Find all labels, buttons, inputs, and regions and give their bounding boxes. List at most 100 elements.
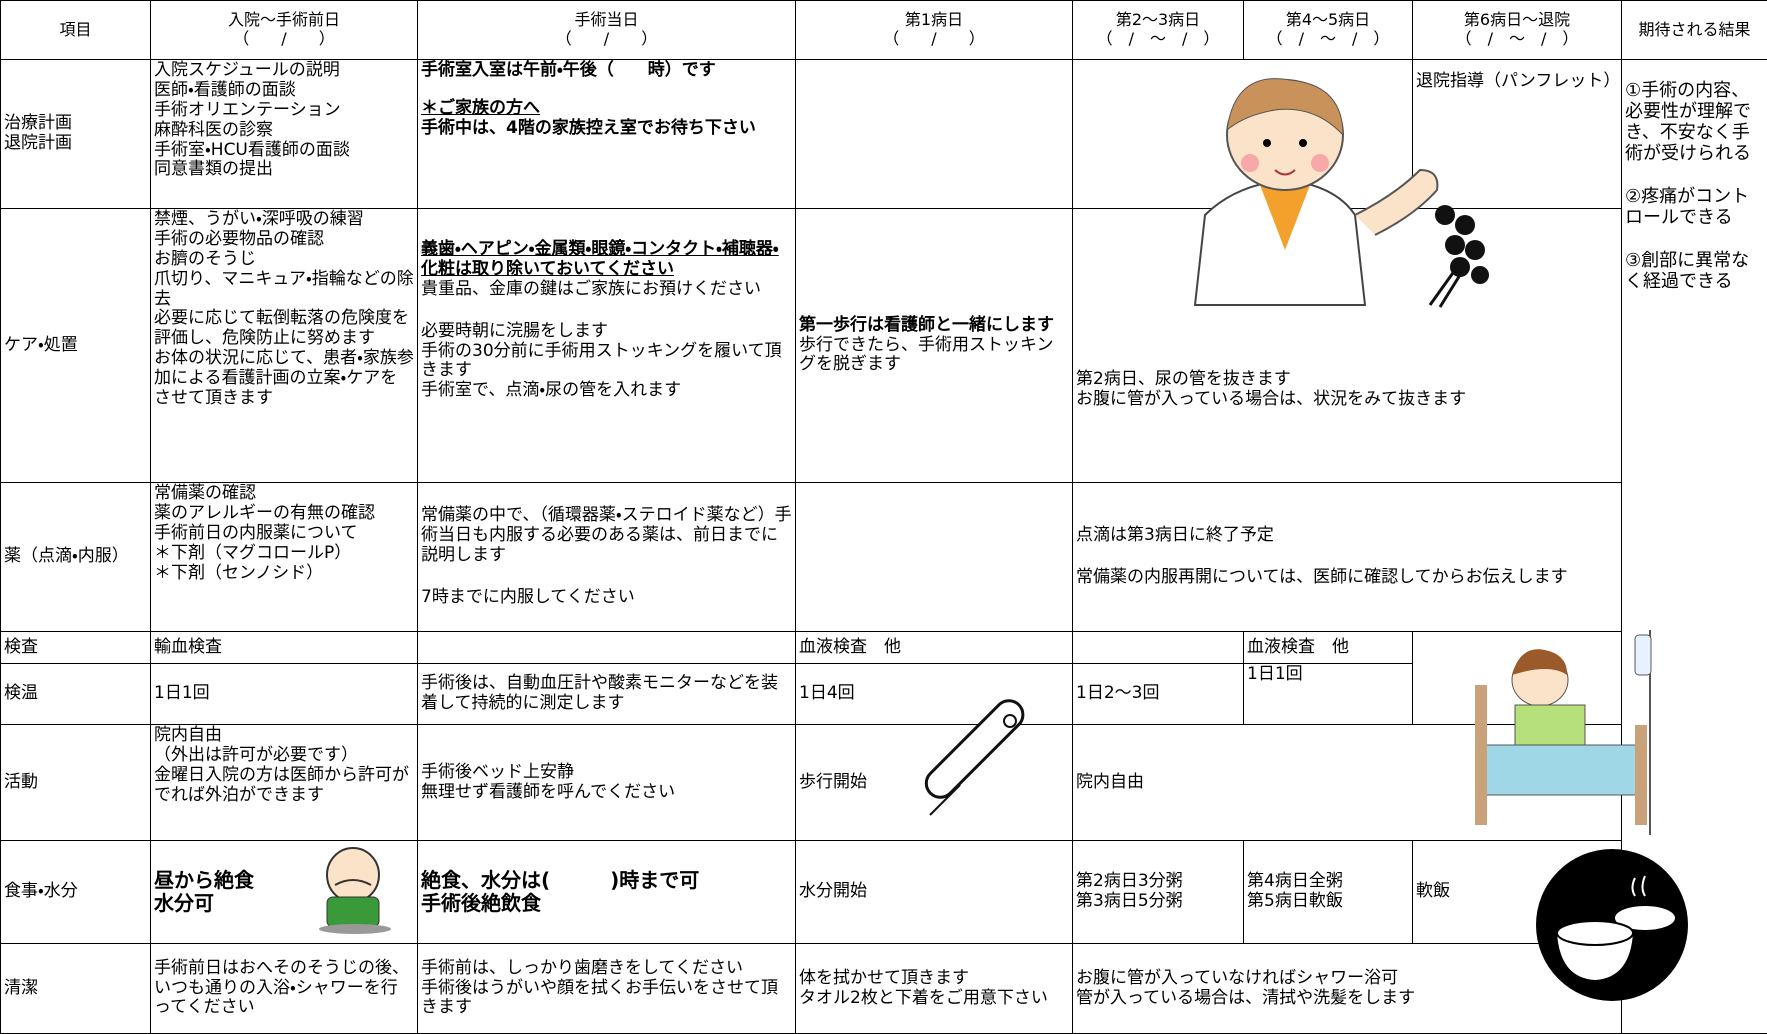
cell-line: 麻酔科医の診察 xyxy=(154,121,414,141)
cell-line: 手術後は、自動血圧計や酸素モニターなどを装着して持続的に測定します xyxy=(421,674,792,714)
empty-cell xyxy=(796,483,1073,632)
cell-line: 義歯・ヘアピン・金属類・眼鏡・コンタクト・補聴器・化粧は取り除いておいてください xyxy=(421,240,792,280)
cell-line: 常備薬の内服再開については、医師に確認してからお伝えします xyxy=(1076,568,1618,588)
cell-line: 血液検査 他 xyxy=(799,638,1069,658)
cell-line: 無理せず看護師を呼んでください xyxy=(421,783,792,803)
header-title: 手術当日 xyxy=(421,11,792,30)
cell-line: 第5病日軟飯 xyxy=(1247,892,1409,912)
cell-line: 手術前は、しっかり歯磨きをしてください xyxy=(421,959,792,979)
header-title: 第1病日 xyxy=(799,11,1069,30)
header-title: 第2～3病日 xyxy=(1076,11,1240,30)
cell: 体を拭かせて頂きますタオル2枚と下着をご用意下さい xyxy=(796,944,1073,1034)
cell-line: ①手術の内容、必要性が理解でき、不安なく手術が受けられる xyxy=(1625,80,1764,164)
cell: 第一歩行は看護師と一緒にします歩行できたら、手術用ストッキングを脱ぎます xyxy=(796,209,1073,483)
row-label: ケア・処置 xyxy=(1,209,151,483)
cell-line: ケア・処置 xyxy=(4,336,147,356)
cell-line: タオル2枚と下着をご用意下さい xyxy=(799,989,1069,1009)
cell-line: 常備薬の確認 xyxy=(154,484,414,504)
cell: 1日2～3回 xyxy=(1073,664,1244,725)
row-label: 食事・水分 xyxy=(1,841,151,944)
cell-line: 点滴は第3病日に終了予定 xyxy=(1076,526,1618,546)
cell: 義歯・ヘアピン・金属類・眼鏡・コンタクト・補聴器・化粧は取り除いておいてください… xyxy=(418,209,796,483)
cell-line: ＊ご家族の方へ xyxy=(421,99,792,119)
cell-line: 歩行できたら、手術用ストッキングを脱ぎます xyxy=(799,336,1069,376)
cell-line: 金曜日入院の方は医師から許可がでれば外泊ができます xyxy=(154,766,414,806)
header-cell: 第1病日（ / ） xyxy=(796,1,1073,60)
cell: 手術室入室は午前・午後（ 時）です ＊ご家族の方へ手術中は、4階の家族控え室でお待… xyxy=(418,60,796,209)
row-label: 検温 xyxy=(1,664,151,725)
meal-illustration xyxy=(1535,848,1690,1003)
cell-line: 体を拭かせて頂きます xyxy=(799,969,1069,989)
cell-line: 第4病日全粥 xyxy=(1247,872,1409,892)
row-label: 活動 xyxy=(1,725,151,841)
cell-line: 水分開始 xyxy=(799,882,1069,902)
cell-line: ＊下剤（センノシド） xyxy=(154,564,414,584)
cell-line: 活動 xyxy=(4,773,147,793)
header-cell: 第2～3病日（ / ～ / ） xyxy=(1073,1,1244,60)
cell: 第2病日3分粥第3病日5分粥 xyxy=(1073,841,1244,944)
cell: 水分開始 xyxy=(796,841,1073,944)
cell-line: 第一歩行は看護師と一緒にします xyxy=(799,316,1069,336)
row: 薬（点滴・内服） 常備薬の確認薬のアレルギーの有無の確認手術前日の内服薬について… xyxy=(1,483,1767,632)
header-cell: 項目 xyxy=(1,1,151,60)
cell-line: 検査 xyxy=(4,638,147,658)
empty-cell xyxy=(418,632,796,664)
cell-line: 7時までに内服してください xyxy=(421,588,792,608)
row-label: 検査 xyxy=(1,632,151,664)
header-cell: 第4～5病日（ / ～ / ） xyxy=(1244,1,1413,60)
cell: 常備薬の確認薬のアレルギーの有無の確認手術前日の内服薬について＊下剤（マグコロー… xyxy=(151,483,418,632)
cell-line: 貴重品、金庫の鍵はご家族にお預けください xyxy=(421,280,792,300)
cell-line: 絶食、水分は( )時まで可 xyxy=(421,869,792,892)
cell-line: 薬（点滴・内服） xyxy=(4,547,147,567)
elderly-illustration xyxy=(315,845,395,935)
cell-line: 検温 xyxy=(4,684,147,704)
cell: 輸血検査 xyxy=(151,632,418,664)
cell-line: 治療計画 xyxy=(4,114,147,134)
cell-line: 必要時朝に浣腸をします xyxy=(421,322,792,342)
header-date: （ / ） xyxy=(799,30,1069,49)
cell-line: 第3病日5分粥 xyxy=(1076,892,1240,912)
patient-illustration xyxy=(1470,625,1670,840)
cell-line: 薬のアレルギーの有無の確認 xyxy=(154,504,414,524)
cell: 点滴は第3病日に終了予定常備薬の内服再開については、医師に確認してからお伝えしま… xyxy=(1073,483,1622,632)
row: 食事・水分 昼から絶食水分可 絶食、水分は( )時まで可手術後絶飲食 水分開始 … xyxy=(1,841,1767,944)
cell: 入院スケジュールの説明医師・看護師の面談手術オリエンテーション麻酔科医の診察手術… xyxy=(151,60,418,209)
header-row: 項目 入院～手術前日（ / ） 手術当日（ / ） 第1病日（ / ） 第2～3… xyxy=(1,1,1767,60)
cell-line: 手術オリエンテーション xyxy=(154,101,414,121)
cell-line: 院内自由 xyxy=(154,726,414,746)
empty-cell xyxy=(1073,632,1244,664)
cell-line: 清潔 xyxy=(4,979,147,999)
cell-line: お腹に管が入っている場合は、状況をみて抜きます xyxy=(1076,390,1618,410)
header-date: （ / ） xyxy=(154,30,414,49)
cell-line: 爪切り、マニキュア・指輪などの除去 xyxy=(154,270,414,310)
cell-line: （外出は許可が必要です） xyxy=(154,746,414,766)
cell: 第4病日全粥第5病日軟飯 xyxy=(1244,841,1413,944)
cell-line: 入院スケジュールの説明 xyxy=(154,61,414,81)
cell-line: ②疼痛がコントロールできる xyxy=(1625,186,1764,228)
cell-line: 同意書類の提出 xyxy=(154,160,414,180)
cell: 血液検査 他 xyxy=(796,632,1073,664)
cell-line: 手術室で、点滴・尿の管を入れます xyxy=(421,381,792,401)
thermometer-illustration xyxy=(910,695,1050,825)
cell: 手術後ベッド上安静無理せず看護師を呼んでください xyxy=(418,725,796,841)
cell-line: 第2病日3分粥 xyxy=(1076,872,1240,892)
cell-line: 手術後絶飲食 xyxy=(421,892,792,915)
cell-line: 禁煙、うがい・深呼吸の練習 xyxy=(154,210,414,230)
cell-line: 手術中は、4階の家族控え室でお待ち下さい xyxy=(421,119,792,139)
cell-line: 手術前日はおへそのそうじの後、いつも通りの入浴・シャワーを行ってください xyxy=(154,959,414,1019)
cell-line: 手術室入室は午前・午後（ 時）です xyxy=(421,61,792,81)
row: ケア・処置 禁煙、うがい・深呼吸の練習手術の必要物品の確認お臍のそうじ爪切り、マ… xyxy=(1,209,1767,483)
cell-line: 手術室・HCU看護師の面談 xyxy=(154,141,414,161)
cell: 常備薬の中で、（循環器薬・ステロイド薬など）手術当日も内服する必要のある薬は、前… xyxy=(418,483,796,632)
header-date: （ / ） xyxy=(421,30,792,49)
cell-line: 輸血検査 xyxy=(154,638,414,658)
row-label: 薬（点滴・内服） xyxy=(1,483,151,632)
cell: 絶食、水分は( )時まで可手術後絶飲食 xyxy=(418,841,796,944)
cell-line: お体の状況に応じて、患者・家族参加による看護計画の立案・ケアをさせて頂きます xyxy=(154,349,414,409)
cell-line: 手術の必要物品の確認 xyxy=(154,230,414,250)
cell: 禁煙、うがい・深呼吸の練習手術の必要物品の確認お臍のそうじ爪切り、マニキュア・指… xyxy=(151,209,418,483)
header-date: （ / ～ / ） xyxy=(1416,30,1618,49)
header-title: 項目 xyxy=(59,20,91,39)
cell: 手術後は、自動血圧計や酸素モニターなどを装着して持続的に測定します xyxy=(418,664,796,725)
